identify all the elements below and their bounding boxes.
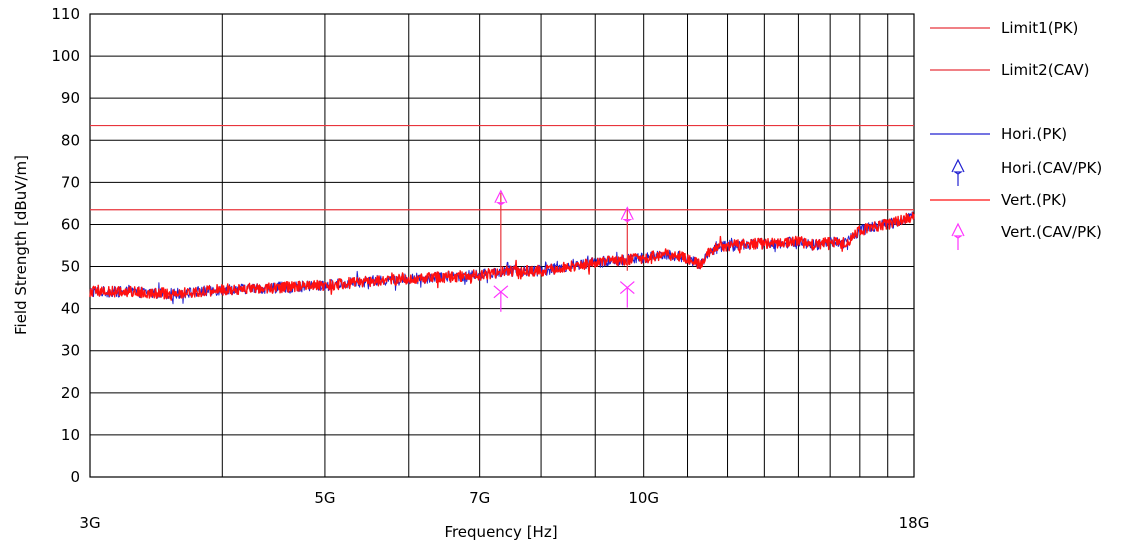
x-axis-title: Frequency [Hz]	[444, 523, 557, 541]
series-line	[89, 211, 915, 301]
legend-label: Vert.(CAV/PK)	[1001, 223, 1102, 241]
y-tick-label: 70	[61, 173, 80, 191]
x-axis-ticks: 3G 5G 7G 10G 18G	[79, 489, 929, 532]
y-tick-label: 30	[61, 342, 80, 360]
cav-pk-marker	[619, 206, 635, 308]
limit-lines	[90, 124, 914, 211]
pk-arrow	[494, 189, 508, 206]
y-tick-label: 110	[51, 5, 80, 23]
x-tick-label: 5G	[314, 489, 335, 507]
y-axis-ticks: 0 10 20 30 40 50 60 70 80 90 100 110	[51, 5, 80, 486]
y-tick-label: 90	[61, 89, 80, 107]
cav-pk-markers	[493, 189, 635, 312]
legend-label: Limit2(CAV)	[1001, 61, 1089, 79]
legend-item: Limit1(PK)	[930, 19, 1078, 37]
legend-item: Hori.(CAV/PK)	[951, 158, 1102, 186]
y-tick-label: 100	[51, 47, 80, 65]
legend-item: Limit2(CAV)	[930, 61, 1089, 79]
x-tick-label: 18G	[899, 514, 930, 532]
legend-label: Hori.(CAV/PK)	[1001, 159, 1102, 177]
y-tick-label: 50	[61, 258, 80, 276]
data-series	[89, 211, 915, 305]
y-tick-label: 60	[61, 215, 80, 233]
plot-background	[90, 14, 914, 477]
cav-pk-marker	[493, 189, 509, 312]
legend-label: Hori.(PK)	[1001, 125, 1067, 143]
y-tick-label: 0	[70, 468, 80, 486]
pk-arrow	[620, 206, 634, 223]
legend: Limit1(PK) Limit2(CAV) Hori.(PK) Hori.(CAV/…	[930, 19, 1102, 250]
x-tick-label: 10G	[628, 489, 659, 507]
plot-area	[89, 13, 915, 478]
y-tick-label: 20	[61, 384, 80, 402]
legend-label: Vert.(PK)	[1001, 191, 1067, 209]
y-axis-title: Field Strength [dBuV/m]	[12, 155, 30, 335]
x-tick-label: 3G	[79, 514, 100, 532]
x-tick-label: 7G	[469, 489, 490, 507]
legend-item: Vert.(PK)	[930, 191, 1067, 209]
y-tick-label: 40	[61, 300, 80, 318]
legend-label: Limit1(PK)	[1001, 19, 1078, 37]
y-tick-label: 10	[61, 426, 80, 444]
legend-arrow-icon	[951, 222, 965, 239]
legend-arrow-icon	[951, 158, 965, 175]
legend-item: Vert.(CAV/PK)	[951, 222, 1102, 250]
y-tick-label: 80	[61, 131, 80, 149]
legend-item: Hori.(PK)	[930, 125, 1067, 143]
